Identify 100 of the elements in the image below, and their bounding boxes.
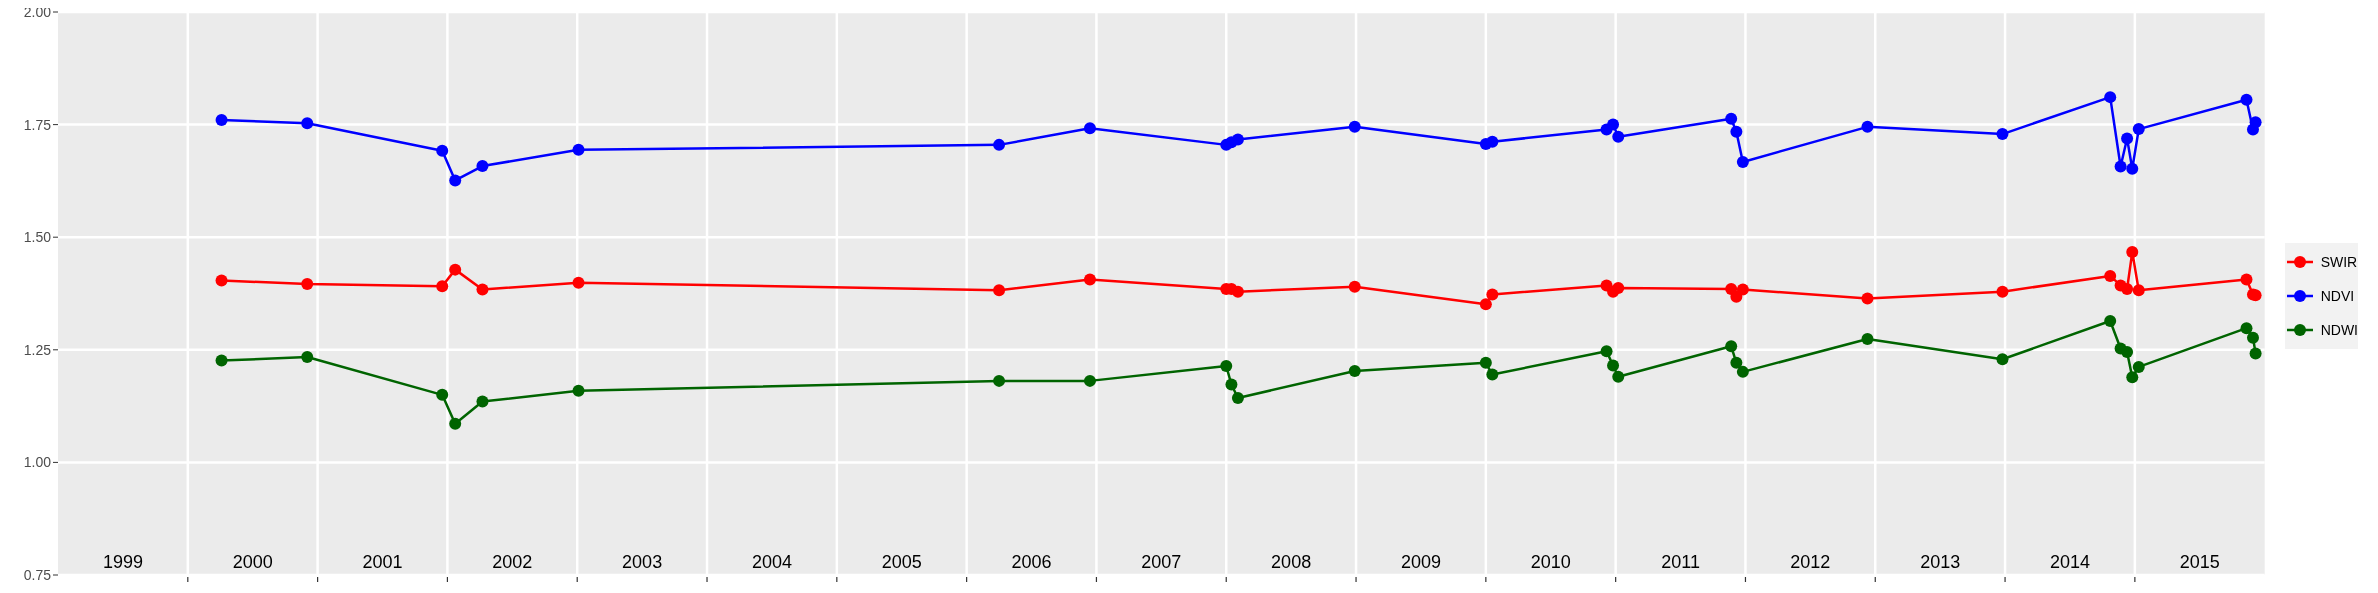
point (1736, 283, 1749, 296)
x-tick-label: 2012 (1790, 552, 1831, 572)
x-tick-label: 2014 (2049, 552, 2090, 572)
point (993, 138, 1006, 151)
point (1479, 356, 1492, 369)
point (1736, 155, 1749, 168)
point (436, 144, 449, 157)
point (2240, 322, 2253, 335)
point (215, 274, 228, 287)
point (2126, 371, 2139, 384)
x-tick-label: 2009 (1400, 552, 1441, 572)
point (2132, 360, 2145, 373)
point (1479, 298, 1492, 311)
point (2104, 314, 2117, 327)
point (2126, 162, 2139, 175)
point (2121, 346, 2134, 359)
point (301, 278, 314, 291)
point (1486, 368, 1499, 381)
x-tick-label: 2002 (492, 552, 533, 572)
point (301, 117, 314, 130)
point (1225, 378, 1238, 391)
point (572, 384, 585, 397)
point (1231, 133, 1244, 146)
point (572, 143, 585, 156)
x-tick-label: 2015 (2179, 552, 2220, 572)
point (215, 114, 228, 127)
legend-label: SWIR (2320, 253, 2358, 270)
point (436, 280, 449, 293)
point (1348, 280, 1361, 293)
point (2249, 116, 2262, 129)
point (1996, 285, 2009, 298)
point (1736, 365, 1749, 378)
legend-label: NDVI (2320, 287, 2355, 304)
point (1083, 374, 1096, 387)
point (1348, 120, 1361, 133)
point (1730, 125, 1743, 138)
point (1348, 364, 1361, 377)
x-tick-label: 2011 (1661, 552, 1700, 572)
point (2114, 160, 2127, 173)
x-tick-label: 2000 (232, 552, 273, 572)
point (449, 417, 462, 430)
point (1600, 345, 1613, 358)
point (1607, 359, 1620, 372)
point (2240, 273, 2253, 286)
point (2132, 284, 2145, 297)
point (1612, 370, 1625, 383)
point (2121, 132, 2134, 145)
point (449, 174, 462, 187)
point (1996, 353, 2009, 366)
point (1861, 120, 1874, 133)
y-tick-label: 1.25 (23, 341, 52, 358)
point (1725, 112, 1738, 125)
x-tick-label: 2013 (1920, 552, 1961, 572)
point (1486, 288, 1499, 301)
point (215, 354, 228, 367)
point (436, 388, 449, 401)
point (2104, 91, 2117, 104)
point (2240, 93, 2253, 106)
point (1612, 130, 1625, 143)
x-tick-label: 2001 (362, 552, 403, 572)
x-tick-label: 2008 (1271, 552, 1312, 572)
point (572, 276, 585, 289)
x-tick-label: 2004 (751, 552, 792, 572)
y-tick-label: 1.00 (23, 454, 52, 471)
point (2246, 331, 2259, 344)
point (993, 284, 1006, 297)
point (1220, 360, 1233, 373)
point (1486, 135, 1499, 148)
point (993, 374, 1006, 387)
legend-label: NDWI (2320, 321, 2358, 338)
point (1861, 292, 1874, 305)
x-tick-label: 2010 (1530, 552, 1571, 572)
point (1612, 282, 1625, 295)
point (476, 395, 489, 408)
point (301, 351, 314, 364)
point (2121, 283, 2134, 295)
point (1083, 122, 1096, 135)
point (1083, 273, 1096, 286)
point (1996, 128, 2009, 141)
point (1730, 356, 1743, 369)
point (449, 263, 462, 276)
point (1231, 285, 1244, 298)
x-tick-label: 2005 (881, 552, 922, 572)
point (2126, 246, 2139, 259)
x-tick-label: 2007 (1141, 552, 1182, 572)
y-tick-label: 1.50 (23, 229, 52, 246)
point (476, 160, 489, 173)
x-tick-label: 2003 (622, 552, 663, 572)
point (2132, 123, 2145, 136)
point (2104, 269, 2117, 282)
y-tick-label: 2.00 (23, 3, 52, 20)
point (1607, 118, 1620, 131)
x-tick-label: 2006 (1011, 552, 1052, 572)
point (476, 283, 489, 296)
y-tick-label: 0.75 (23, 566, 52, 583)
x-tick-label: 1999 (102, 552, 143, 572)
y-tick-label: 1.75 (23, 116, 52, 133)
point (1231, 391, 1244, 404)
point (1861, 332, 1874, 345)
point (1725, 340, 1738, 353)
